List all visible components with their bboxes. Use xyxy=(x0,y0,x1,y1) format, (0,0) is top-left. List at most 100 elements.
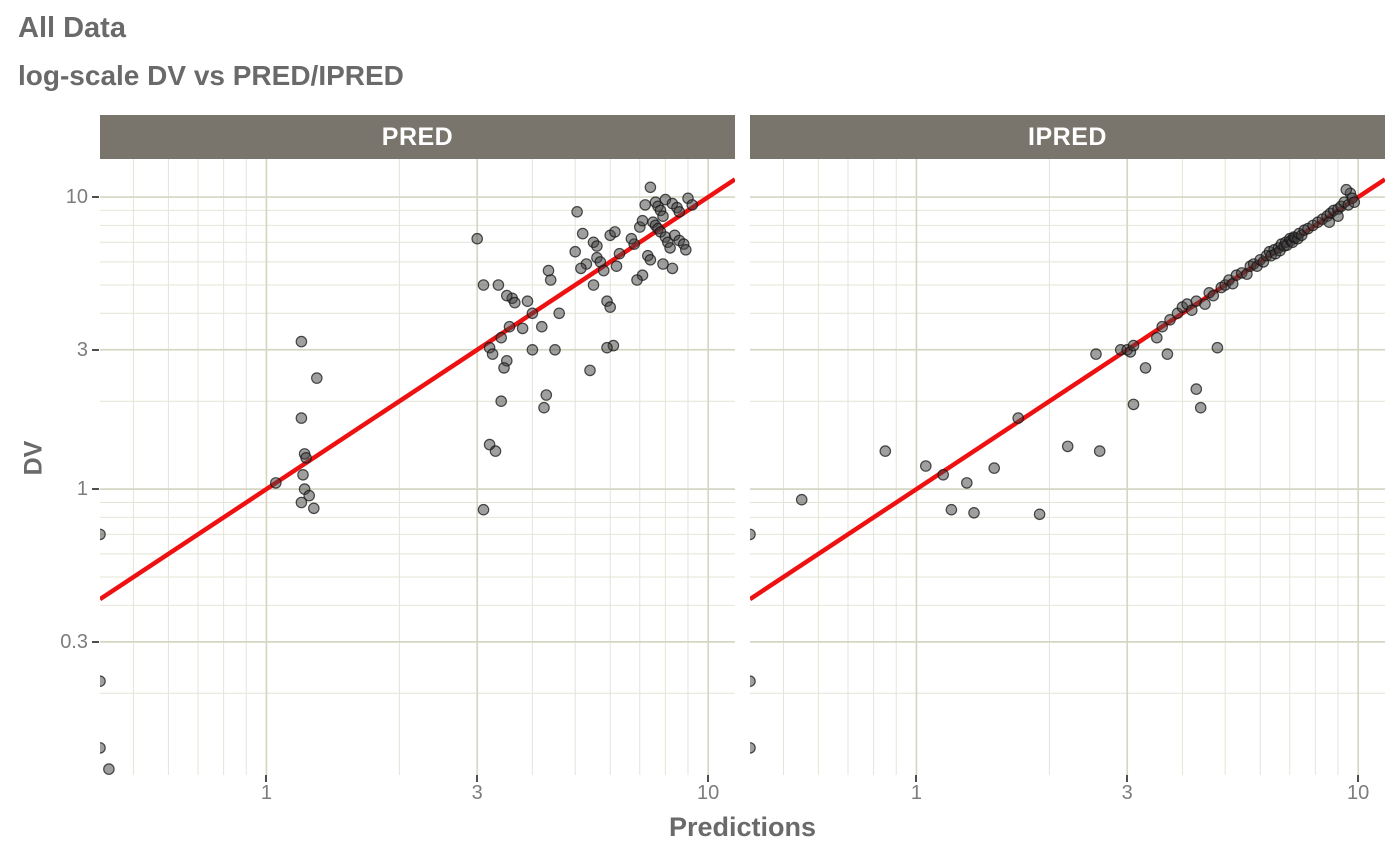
data-point xyxy=(575,262,587,275)
data-point xyxy=(100,742,106,754)
data-point xyxy=(750,742,756,754)
data-point xyxy=(295,496,308,509)
panel-ipred xyxy=(750,159,1385,775)
x-tick-mark xyxy=(915,775,918,782)
data-point xyxy=(1207,289,1220,302)
data-point xyxy=(1348,196,1361,208)
y-tick-mark xyxy=(92,348,99,351)
data-point xyxy=(308,502,320,515)
data-point xyxy=(609,226,621,238)
facet-strip-ipred: IPRED xyxy=(750,115,1385,159)
data-point xyxy=(1090,348,1102,360)
data-point xyxy=(1323,216,1336,228)
y-tick-label: 3 xyxy=(76,338,88,361)
y-tick-mark xyxy=(92,488,99,491)
data-point xyxy=(666,262,679,275)
data-point xyxy=(679,244,692,256)
data-point xyxy=(961,477,973,489)
chart-subtitle: log-scale DV vs PRED/IPRED xyxy=(18,60,404,91)
x-tick-mark xyxy=(1126,775,1129,782)
facet-strip-ipred-label: IPRED xyxy=(1028,122,1107,151)
data-point xyxy=(571,205,583,218)
x-axis-title: Predictions xyxy=(668,812,817,842)
x-tick-mark xyxy=(265,775,268,782)
data-point xyxy=(664,242,676,254)
x-tick-label: 1 xyxy=(910,782,922,804)
data-point xyxy=(673,205,686,218)
data-point xyxy=(597,264,610,277)
data-point xyxy=(303,489,315,502)
data-point xyxy=(270,477,282,489)
data-point xyxy=(968,506,980,519)
data-point xyxy=(1156,320,1168,333)
y-tick-label: 1 xyxy=(76,478,88,501)
data-point xyxy=(604,301,616,313)
data-point xyxy=(1139,362,1152,374)
data-point xyxy=(1012,412,1024,424)
data-point xyxy=(477,279,490,291)
data-point xyxy=(576,227,589,240)
data-point xyxy=(295,335,308,348)
data-point xyxy=(1199,298,1211,310)
data-point xyxy=(591,240,603,252)
data-point xyxy=(503,320,516,333)
y-tick-label: 0.3 xyxy=(60,630,88,653)
data-point xyxy=(495,395,507,407)
data-point xyxy=(477,503,490,516)
x-tick-label: 10 xyxy=(697,782,720,804)
y-axis-title: DV xyxy=(19,440,48,476)
data-point xyxy=(542,264,555,277)
data-point xyxy=(495,331,507,344)
data-point xyxy=(937,468,949,481)
data-point xyxy=(610,260,623,272)
data-point xyxy=(489,445,502,457)
data-point xyxy=(1033,508,1046,521)
scatter-plot-pred xyxy=(100,159,735,775)
x-tick-label: 10 xyxy=(1347,782,1370,804)
facet-strip-pred: PRED xyxy=(100,115,735,159)
data-point xyxy=(1185,304,1198,316)
data-point xyxy=(1164,314,1176,326)
data-point xyxy=(601,341,613,354)
chart-title: All Data xyxy=(18,12,126,44)
data-point xyxy=(521,295,534,307)
x-tick-mark xyxy=(1357,775,1360,782)
data-point xyxy=(486,348,499,360)
data-point xyxy=(516,322,529,335)
data-point xyxy=(295,412,308,424)
data-point xyxy=(1061,440,1074,453)
y-tick-mark xyxy=(92,640,99,643)
x-tick-mark xyxy=(476,775,479,782)
data-point xyxy=(636,214,649,227)
data-point xyxy=(795,493,808,506)
data-point xyxy=(508,296,521,309)
data-point xyxy=(644,254,657,266)
identity-line xyxy=(100,177,735,602)
data-point xyxy=(535,320,548,333)
data-point xyxy=(1194,401,1207,414)
data-point xyxy=(1161,348,1174,360)
data-point xyxy=(492,279,505,291)
data-point xyxy=(471,232,483,245)
data-point xyxy=(297,468,309,481)
data-point xyxy=(526,307,539,320)
data-point xyxy=(657,210,669,222)
data-point xyxy=(540,389,553,401)
data-point xyxy=(100,675,106,687)
data-point xyxy=(988,462,1000,474)
data-point xyxy=(750,675,756,687)
data-point xyxy=(686,199,698,211)
y-tick-mark xyxy=(92,196,99,199)
data-point xyxy=(750,528,756,541)
data-point xyxy=(544,274,557,286)
data-point xyxy=(1150,331,1163,344)
data-point xyxy=(526,344,539,356)
data-point xyxy=(569,245,581,258)
data-point xyxy=(587,279,600,291)
y-tick-label: 10 xyxy=(65,186,88,209)
data-point xyxy=(100,528,106,541)
panel-pred xyxy=(100,159,735,775)
data-point xyxy=(553,307,565,320)
data-point xyxy=(1211,341,1224,354)
